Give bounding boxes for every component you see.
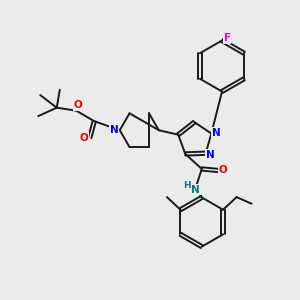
Text: O: O	[73, 100, 82, 110]
Text: O: O	[80, 133, 89, 143]
Text: N: N	[206, 150, 214, 160]
Text: O: O	[219, 165, 228, 176]
Text: F: F	[224, 33, 231, 43]
Text: N: N	[191, 185, 200, 195]
Text: H: H	[184, 181, 191, 190]
Text: N: N	[212, 128, 220, 138]
Text: N: N	[110, 125, 119, 135]
